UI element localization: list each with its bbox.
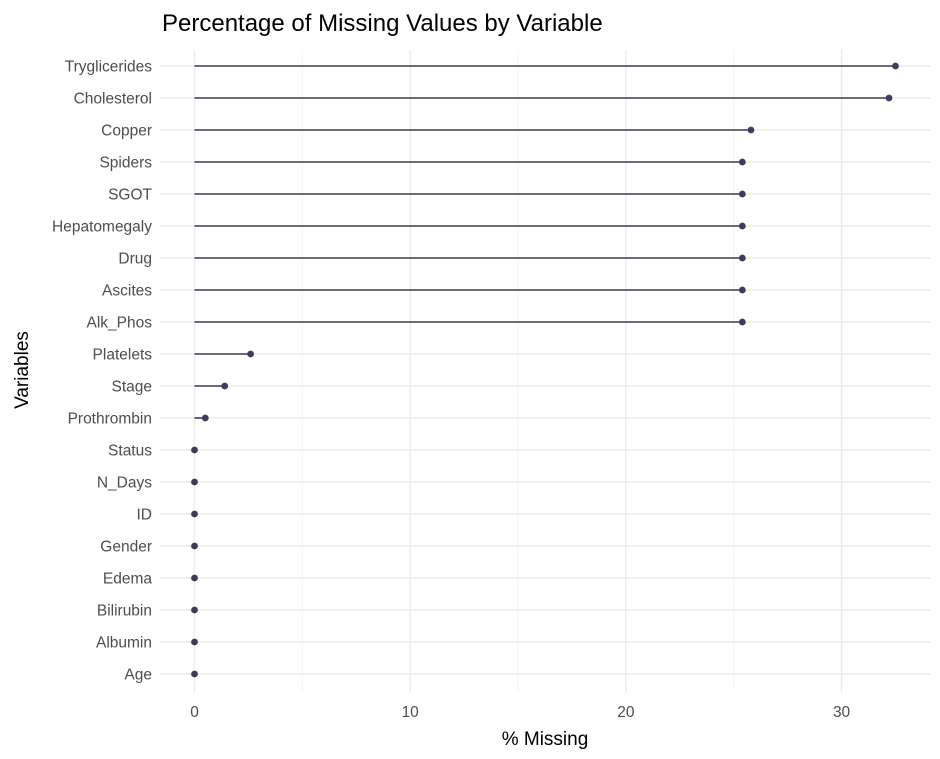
y-tick-label: Edema [103, 571, 152, 588]
lollipop-point [892, 62, 899, 70]
y-tick-label: Tryglicerides [65, 59, 153, 76]
y-tick-labels: Tryglicerides Cholesterol Copper Spiders SGO… [52, 59, 152, 684]
lollipop-point [738, 318, 746, 326]
lollipop-point [191, 510, 198, 518]
x-axis-title: % Missing [502, 729, 589, 750]
y-tick-label: N_Days [97, 475, 152, 492]
x-tick-label: 0 [190, 704, 199, 721]
y-axis-title: Variables [12, 331, 33, 409]
lollipop-point [191, 446, 198, 454]
lollipop-point [191, 478, 198, 486]
x-tick-labels: 0 10 20 30 [190, 704, 850, 721]
chart-title: Percentage of Missing Values by Variable [162, 10, 603, 37]
y-tick-label: Bilirubin [97, 603, 152, 620]
lollipop-point [191, 542, 198, 550]
lollipop-point [738, 190, 746, 198]
y-tick-label: ID [137, 507, 153, 524]
y-tick-label: Spiders [99, 155, 152, 172]
y-tick-label: Hepatomegaly [52, 219, 152, 236]
y-tick-label: Age [124, 667, 152, 684]
x-tick-label: 20 [617, 704, 635, 721]
lollipop-point [247, 350, 254, 358]
y-tick-label: Platelets [93, 347, 153, 364]
x-tick-label: 10 [402, 704, 420, 721]
lollipop-point [191, 606, 198, 614]
lollipop-point [738, 254, 746, 262]
y-tick-label: Copper [101, 123, 152, 140]
lollipop-point [191, 638, 198, 646]
lollipop-point [747, 126, 755, 134]
y-tick-label: Cholesterol [74, 91, 152, 108]
y-tick-label: Prothrombin [68, 411, 152, 428]
lollipop-point [191, 574, 198, 582]
x-tick-label: 30 [833, 704, 851, 721]
y-tick-label: Gender [100, 539, 152, 556]
lollipop-point [738, 286, 746, 294]
lollipop-point [201, 414, 209, 422]
y-tick-label: Drug [118, 251, 152, 268]
y-tick-label: Albumin [96, 635, 152, 652]
lollipop-point [738, 158, 746, 166]
grid-lines [160, 50, 930, 692]
data-marks [191, 62, 899, 678]
lollipop-point [738, 222, 746, 230]
lollipop-point [191, 670, 198, 678]
y-tick-label: Stage [111, 379, 152, 396]
y-tick-label: Status [108, 443, 152, 460]
y-tick-label: Ascites [102, 283, 152, 300]
lollipop-point [885, 94, 893, 102]
y-tick-label: SGOT [108, 187, 152, 204]
y-tick-label: Alk_Phos [87, 315, 153, 332]
lollipop-point [221, 382, 229, 390]
